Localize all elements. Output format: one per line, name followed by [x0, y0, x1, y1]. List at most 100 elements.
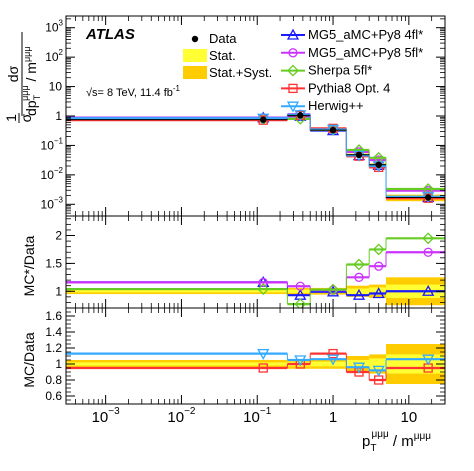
- y-tick-base: 0.6: [45, 389, 62, 403]
- y-tick-exp: −1: [54, 136, 64, 145]
- y-tick-base: 10: [49, 80, 63, 94]
- mc-series: [66, 109, 445, 385]
- x-title-tail-sup: μμμ: [414, 431, 432, 442]
- x-tick-exp: −1: [260, 406, 272, 417]
- x-title-tail: / m: [389, 433, 414, 450]
- data-point: [329, 126, 337, 134]
- lumi-exponent: -1: [173, 84, 181, 93]
- y-title-den-tail: / m: [23, 62, 39, 85]
- mg5-marker: [258, 277, 268, 288]
- stat-band: [310, 361, 347, 367]
- y-title-prefix-den: σ: [18, 113, 34, 122]
- y-title-den-sup: μμμ: [20, 85, 30, 101]
- x-tick-label: 10−3: [92, 406, 121, 426]
- sherpa-marker: [294, 112, 307, 125]
- mg4-marker: [422, 284, 435, 296]
- herwig-marker: [372, 365, 385, 377]
- y-tick-base: 1: [55, 109, 62, 123]
- atlas-label: ATLAS: [85, 26, 135, 43]
- data-points: [66, 112, 445, 201]
- y-tick-base: 1.4: [45, 325, 62, 339]
- y-title-num: dσ: [5, 65, 21, 82]
- y-tick-base: 10: [41, 168, 55, 182]
- y-tick-base: 1.2: [45, 341, 62, 355]
- sherpa-marker: [353, 258, 365, 271]
- sherpa-marker: [294, 298, 307, 308]
- legend-marker-mg5: [288, 48, 298, 58]
- y-tick-label: 10: [49, 80, 63, 94]
- uncertainty-bands: [66, 114, 445, 384]
- y-tick-label: 0.8: [45, 373, 62, 387]
- data-point: [355, 151, 363, 159]
- stat-band: [66, 362, 288, 366]
- data-point: [375, 161, 382, 168]
- y-tick-base: 1: [55, 357, 62, 371]
- y-tick-base: 10: [45, 21, 59, 35]
- y-tick-base: 1.5: [45, 256, 62, 270]
- legend-label-mg5: MG5_aMC+Py8 5fl*: [308, 45, 423, 60]
- y-axis-title-frac: dσ dpTμμμ / mμμμ: [5, 32, 42, 116]
- x-tick-label: 10−2: [167, 406, 196, 426]
- y-tick-label: 103: [45, 19, 63, 35]
- stat-band: [346, 360, 370, 368]
- legend-swatch-syst: [183, 66, 207, 79]
- legend-swatch-data: [191, 35, 199, 43]
- data-point: [424, 194, 432, 201]
- y-title-den: dpTμμμ / mμμμ: [20, 46, 42, 116]
- y-tick-exp: −2: [54, 166, 64, 175]
- stat-band: [287, 289, 311, 293]
- data-point: [297, 112, 304, 119]
- legend-marker-herwig: [286, 101, 300, 113]
- legend-label-sherpa: Sherpa 5fl*: [308, 63, 372, 78]
- y-tick-base: 1: [55, 284, 62, 298]
- y-tick-label: 2: [55, 229, 62, 243]
- sherpa-marker: [422, 232, 435, 245]
- panel-bands-ratio2: [66, 344, 445, 384]
- x-tick-label: 10−1: [243, 406, 272, 426]
- pythia-marker: [258, 363, 268, 373]
- legend-label-data: Data: [209, 31, 237, 46]
- x-tick-exp: −2: [184, 406, 196, 417]
- legend-marker-sherpa: [287, 64, 299, 77]
- legend-label-mg4: MG5_aMC+Py8 4fl*: [308, 27, 423, 42]
- legend-label-herwig: Herwig++: [308, 98, 364, 113]
- y-axis-title-ratio2: MC/Data: [21, 332, 37, 387]
- x-tick-label: 10: [400, 409, 417, 426]
- y-tick-base: 2: [55, 229, 62, 243]
- y-tick-label: 10−2: [41, 166, 64, 182]
- x-tick-base: 10: [243, 409, 260, 426]
- sherpa-marker: [372, 243, 385, 256]
- panel-series-ratio2: [66, 348, 445, 385]
- mg5-marker: [423, 247, 433, 257]
- sherpa-marker: [257, 283, 270, 295]
- legend-marker-pythia: [288, 83, 298, 94]
- panel-series-ratio1: [66, 232, 445, 308]
- y-title-den-tail-sup: μμμ: [22, 46, 32, 62]
- legend-label-syst: Stat.+Syst.: [209, 65, 272, 80]
- legend-label-pythia: Pythia8 Opt. 4: [308, 80, 390, 95]
- y-tick-base: 10: [41, 197, 55, 211]
- x-tick-base: 10: [92, 409, 109, 426]
- herwig-marker: [294, 355, 307, 367]
- legend-marker-mg4: [286, 28, 300, 40]
- x-tick-exp: −3: [108, 406, 120, 417]
- y-tick-label: 102: [45, 48, 63, 64]
- y-tick-label: 1: [55, 357, 62, 371]
- energy-lumi-label: √s= 8 TeV, 11.4 fb-1: [86, 84, 181, 99]
- y-tick-exp: 3: [59, 19, 64, 28]
- x-tick-base: 1: [329, 409, 337, 426]
- herwig-marker: [257, 348, 270, 360]
- y-tick-label: 10−1: [41, 136, 64, 152]
- y-tick-label: 1: [55, 284, 62, 298]
- legend: Data Stat. Stat.+Syst. MG5_aMC+Py8 4fl* MG5_…: [183, 27, 423, 113]
- panel-series-main: [66, 109, 445, 204]
- legend-swatch-stat: [183, 49, 207, 62]
- y-tick-base: 10: [41, 138, 55, 152]
- sherpa-marker: [327, 283, 339, 296]
- y-tick-label: 1.2: [45, 341, 62, 355]
- x-title-main: p: [362, 433, 370, 450]
- data-point: [260, 116, 267, 123]
- y-tick-label: 10−3: [41, 195, 64, 211]
- y-tick-base: 0.8: [45, 373, 62, 387]
